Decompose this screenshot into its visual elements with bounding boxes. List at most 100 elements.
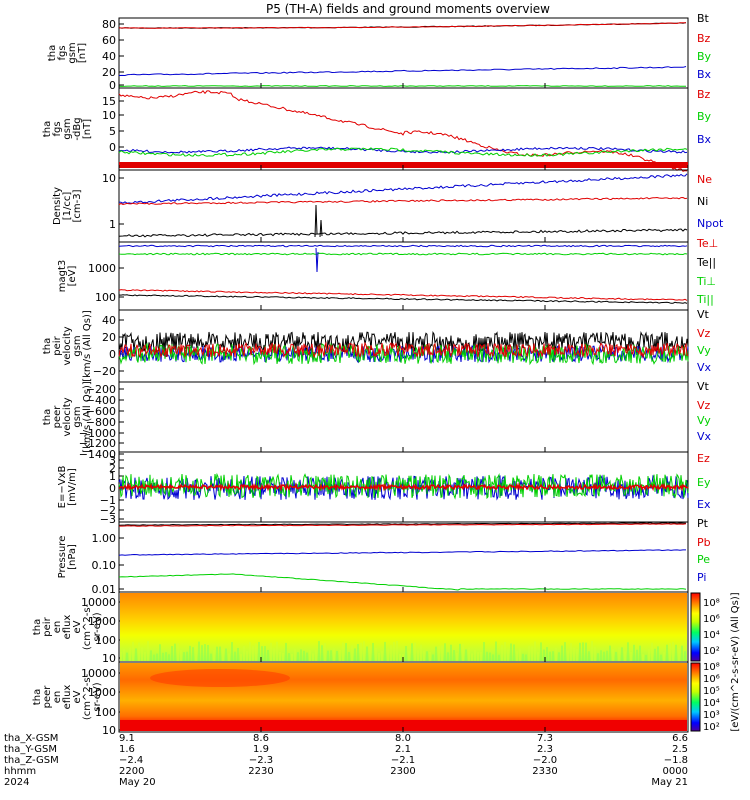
series-te-par — [118, 252, 688, 256]
spectrogram-streak — [645, 654, 647, 661]
spectrogram-streak — [273, 648, 275, 661]
spectrogram-streak — [654, 648, 656, 661]
colorbar-label: [eV/(cm^2-s-sr-eV) (All Qs)] — [730, 592, 741, 731]
spectrogram-streak — [261, 646, 263, 661]
spectrogram-streak — [294, 648, 296, 661]
y-tick-label: 3 — [109, 454, 116, 467]
series-npot — [118, 173, 688, 204]
plot-title: P5 (TH-A) fields and ground moments over… — [266, 2, 550, 16]
y-tick-label: 20 — [102, 331, 116, 344]
x-row-label: 2024 — [4, 777, 29, 788]
panel-frame — [118, 521, 689, 593]
spectrogram-streak — [366, 646, 368, 661]
y-tick-label: −20 — [93, 365, 116, 378]
spectrogram-streak — [510, 643, 512, 661]
x-axis-value: 2330 — [532, 766, 557, 777]
y-axis-label: [nT] — [77, 43, 88, 63]
colorbar-bottom — [690, 662, 701, 732]
spectrogram-streak — [417, 650, 419, 661]
spectrogram-streak — [180, 650, 182, 661]
y-axis-label: peer — [42, 685, 53, 709]
spectrogram-streak — [213, 649, 215, 661]
spectrogram-streak — [168, 654, 170, 661]
y-tick-label: −1 — [100, 494, 116, 507]
spectrogram-streak — [159, 644, 161, 661]
legend-Bt: Bt — [697, 12, 710, 25]
spectrogram-streak — [678, 647, 680, 661]
spectrogram-streak — [204, 644, 206, 661]
y-axis-label: eflux — [62, 685, 73, 710]
spectrogram-streak — [393, 641, 395, 661]
spectrogram-streak — [258, 641, 260, 661]
spectrogram-streak — [579, 642, 581, 661]
spectrogram-streak — [414, 642, 416, 661]
spectrogram-streak — [183, 652, 185, 661]
spectrogram-streak — [666, 644, 668, 661]
colorbar-tick-label: 10⁵ — [703, 686, 720, 697]
x-axis-value: −1.8 — [664, 755, 688, 766]
spectrogram-streak — [480, 652, 482, 661]
spectrogram-streak — [582, 642, 584, 661]
spectrogram-streak — [210, 653, 212, 661]
spectrogram-streak — [177, 643, 179, 661]
legend-Bx: Bx — [697, 68, 712, 81]
y-tick-label: 20 — [102, 66, 116, 79]
spectrogram-streak — [408, 650, 410, 661]
legend-Vz: Vz — [697, 399, 711, 412]
y-tick-label: −800 — [86, 416, 116, 429]
spectrogram-streak — [369, 645, 371, 661]
panel-peer_vel: tha peer velocity gsm [km/s (All Qs)]−200−40… — [42, 380, 712, 461]
y-axis-label: [nT] — [82, 119, 93, 139]
y-tick-label: 0 — [109, 348, 116, 361]
y-tick-label: 10000 — [81, 596, 116, 609]
series-by-dbg — [118, 147, 688, 157]
spectrogram-streak — [639, 645, 641, 661]
legend-Pt: Pt — [697, 517, 709, 530]
spectrogram-streak — [396, 641, 398, 661]
y-axis-label: Density — [52, 187, 63, 225]
spectrogram-streak — [492, 654, 494, 661]
spectrogram-streak — [546, 647, 548, 661]
x-axis-value: −2.1 — [391, 755, 415, 766]
spectrogram-streak — [186, 651, 188, 661]
panel-density: Density [1/cc] [cm-3] 10 1 Ne Ni Npot — [52, 169, 724, 243]
y-tick-label: 10 — [102, 172, 116, 185]
spectrogram-streak — [558, 652, 560, 661]
y-tick-label: 2 — [109, 462, 116, 475]
colorbar-top — [690, 592, 701, 662]
legend-Pb: Pb — [697, 536, 711, 549]
spectrogram-streak — [243, 645, 245, 661]
y-axis-label: peir — [52, 335, 63, 355]
spectrogram-streak — [426, 651, 428, 661]
x-axis-value: −2.0 — [533, 755, 557, 766]
spectrogram-streak — [684, 651, 686, 661]
y-tick-label: 60 — [102, 34, 116, 47]
series-vz — [118, 341, 689, 359]
x-axis-value: 1.9 — [253, 744, 269, 755]
y-tick-label: 15 — [102, 95, 116, 108]
spectrogram-streak — [450, 644, 452, 661]
y-axis-label: (cm^2-s- — [82, 673, 93, 720]
legend-Ni: Ni — [697, 195, 708, 208]
x-axis-labels: tha_X-GSMtha_Y-GSMtha_Z-GSMhhmm20249.11.… — [4, 733, 688, 788]
x-row-label: hhmm — [4, 766, 36, 777]
temp-spike — [315, 247, 319, 273]
spectrogram-streak — [153, 654, 155, 661]
x-row-label: tha_Z-GSM — [4, 755, 59, 766]
panel-peer_spec: tha peer en eflux eV (cm^2-s-sr-eV) 10000 1000 1… — [32, 661, 689, 737]
x-axis-value: 2.5 — [672, 744, 688, 755]
spectrogram-streak — [141, 647, 143, 661]
spectrogram-streak — [495, 641, 497, 661]
panel-peir_vel: tha peir velocity gsm [km/s (All Qs)] 40 20 0 −2… — [42, 308, 712, 383]
spectrogram-streak — [651, 642, 653, 661]
x-axis-value: 2200 — [119, 766, 144, 777]
spectrogram-streak — [255, 643, 257, 661]
spectrogram-streak — [384, 641, 386, 661]
y-tick-label: 10 — [102, 652, 116, 665]
spectrogram-streak — [195, 645, 197, 661]
colorbar-tick-label: 10⁴ — [703, 630, 720, 641]
spectrogram-lowband — [120, 720, 687, 731]
spectrogram-streak — [318, 641, 320, 661]
legend-By: By — [697, 110, 712, 123]
